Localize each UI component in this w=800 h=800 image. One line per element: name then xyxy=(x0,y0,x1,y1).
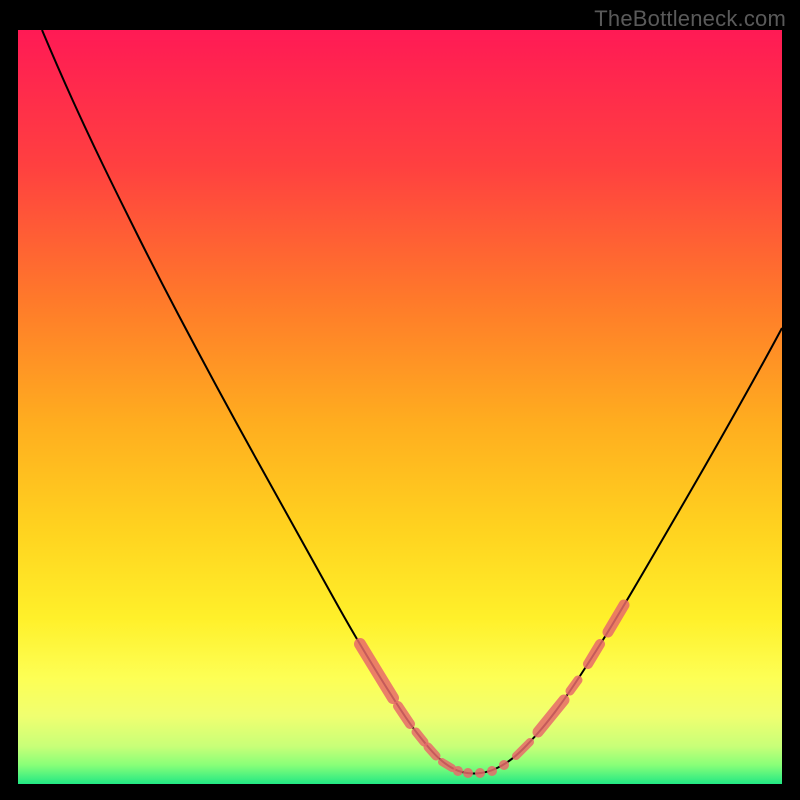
bottleneck-plot xyxy=(18,30,782,784)
plot-svg xyxy=(18,30,782,784)
chart-container: TheBottleneck.com xyxy=(0,0,800,800)
gradient-background xyxy=(18,30,782,784)
watermark-text: TheBottleneck.com xyxy=(594,6,786,32)
